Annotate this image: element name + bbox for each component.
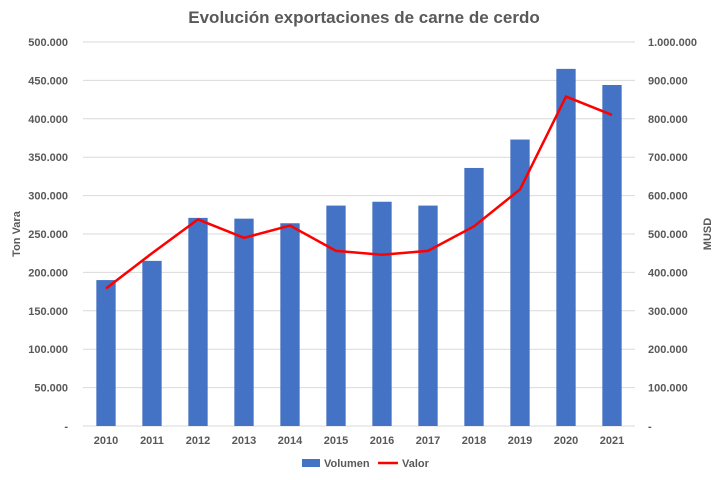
x-tick-label: 2020 bbox=[554, 435, 578, 447]
y-tick-label-left: 400.000 bbox=[28, 114, 68, 126]
legend-label-valor: Valor bbox=[402, 458, 430, 470]
x-tick-label: 2010 bbox=[94, 435, 118, 447]
x-tick-label: 2012 bbox=[186, 435, 210, 447]
y-tick-label-left: 350.000 bbox=[28, 152, 68, 164]
x-tick-label: 2019 bbox=[508, 435, 532, 447]
chart-title: Evolución exportaciones de carne de cerd… bbox=[188, 8, 540, 27]
bar-volumen bbox=[280, 223, 300, 426]
y-tick-label-left: 250.000 bbox=[28, 229, 68, 241]
bar-volumen bbox=[326, 205, 346, 426]
x-tick-label: 2021 bbox=[600, 435, 624, 447]
y-tick-label-left: 500.000 bbox=[28, 37, 68, 49]
y-tick-label-left: - bbox=[64, 421, 68, 433]
x-tick-label: 2013 bbox=[232, 435, 256, 447]
y-tick-label-left: 450.000 bbox=[28, 75, 68, 87]
x-tick-label: 2017 bbox=[416, 435, 440, 447]
y-tick-label-right: 500.000 bbox=[648, 229, 688, 241]
y-tick-label-right: - bbox=[648, 421, 652, 433]
y-tick-label-right: 1.000.000 bbox=[648, 37, 697, 49]
bar-volumen bbox=[188, 217, 208, 426]
x-tick-label: 2015 bbox=[324, 435, 348, 447]
y-tick-label-right: 200.000 bbox=[648, 344, 688, 356]
bar-volumen bbox=[418, 205, 438, 426]
legend-swatch-volumen bbox=[302, 459, 320, 467]
bar-volumen bbox=[510, 139, 530, 426]
bar-volumen bbox=[602, 85, 622, 427]
y-tick-label-left: 50.000 bbox=[34, 383, 68, 395]
bar-volumen bbox=[142, 260, 162, 426]
y-tick-label-right: 300.000 bbox=[648, 306, 688, 318]
bar-volumen bbox=[556, 68, 576, 426]
x-tick-label: 2011 bbox=[140, 435, 164, 447]
line-valor bbox=[105, 95, 613, 290]
y-tick-label-right: 100.000 bbox=[648, 383, 688, 395]
bar-volumen bbox=[464, 167, 484, 426]
y-tick-label-left: 150.000 bbox=[28, 306, 68, 318]
x-tick-label: 2014 bbox=[278, 435, 303, 447]
bar-volumen bbox=[372, 201, 392, 426]
bar-volumen bbox=[234, 218, 254, 426]
x-tick-label: 2018 bbox=[462, 435, 486, 447]
y-tick-label-left: 200.000 bbox=[28, 267, 68, 279]
y-axis-title-right: MUSD bbox=[702, 218, 714, 250]
y-tick-label-right: 400.000 bbox=[648, 267, 688, 279]
y-tick-label-left: 100.000 bbox=[28, 344, 68, 356]
y-tick-label-right: 700.000 bbox=[648, 152, 688, 164]
y-tick-label-right: 900.000 bbox=[648, 75, 688, 87]
y-tick-label-right: 600.000 bbox=[648, 191, 688, 203]
y-tick-label-left: 300.000 bbox=[28, 191, 68, 203]
bar-volumen bbox=[96, 280, 116, 426]
y-axis-title-left: Ton Vara bbox=[11, 210, 23, 257]
y-tick-label-right: 800.000 bbox=[648, 114, 688, 126]
x-tick-label: 2016 bbox=[370, 435, 394, 447]
legend-label-volumen: Volumen bbox=[324, 458, 370, 470]
